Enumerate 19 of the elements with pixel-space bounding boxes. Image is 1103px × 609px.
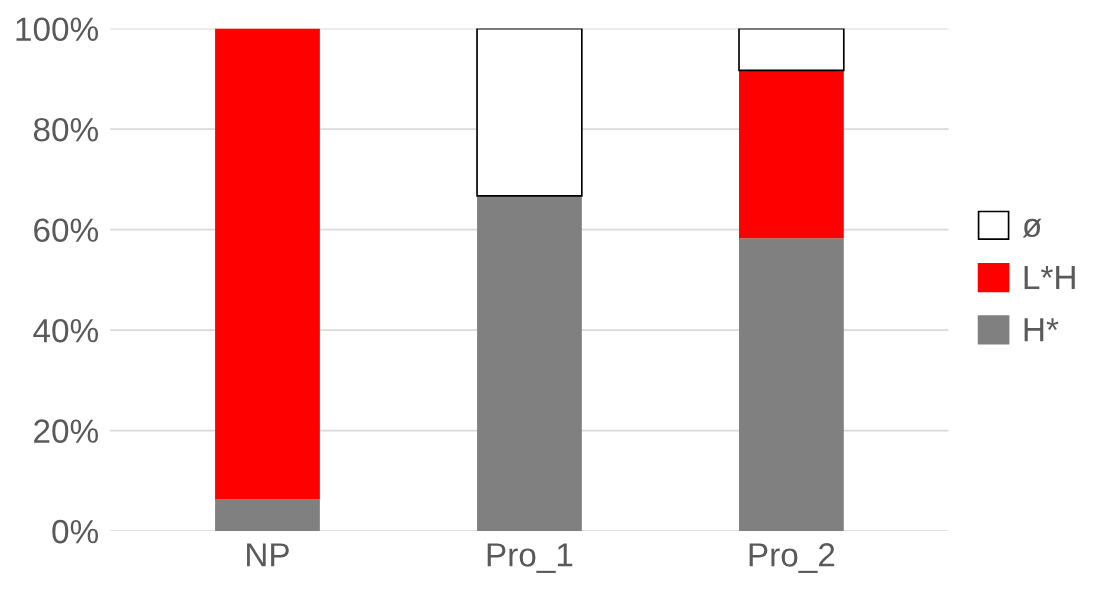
bar bbox=[738, 28, 845, 72]
bar bbox=[739, 70, 844, 239]
bar bbox=[215, 499, 320, 532]
x-tick-label: Pro_1 bbox=[487, 543, 573, 573]
legend-label: L*H bbox=[1024, 266, 1075, 290]
x-tick-label: NP bbox=[247, 543, 289, 567]
y-tick-label: 60% bbox=[34, 218, 99, 242]
legend-label: ø bbox=[1022, 218, 1042, 238]
bar bbox=[739, 238, 844, 532]
y-tick-label: 100% bbox=[16, 17, 99, 42]
y-tick-label: 0% bbox=[52, 519, 98, 544]
bar bbox=[476, 28, 583, 197]
y-tick-label: 20% bbox=[34, 419, 99, 443]
y-tick-label: 40% bbox=[33, 318, 99, 343]
x-tick-label: Pro_2 bbox=[749, 543, 835, 573]
bar bbox=[477, 195, 582, 532]
legend-label: H* bbox=[1024, 318, 1059, 342]
bar bbox=[215, 28, 320, 500]
y-tick-label: 80% bbox=[33, 117, 99, 142]
